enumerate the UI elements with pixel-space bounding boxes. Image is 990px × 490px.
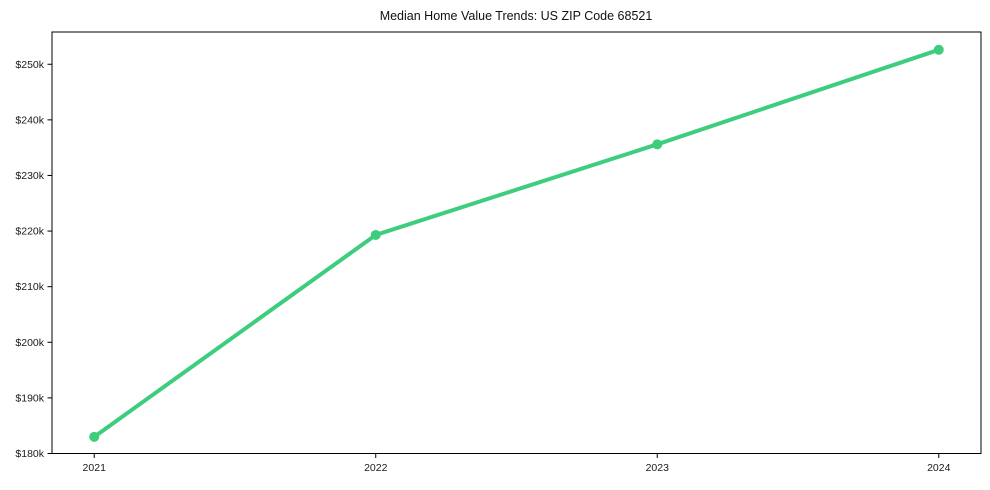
- data-point-2023: [652, 139, 663, 150]
- y-tick-label: $190k: [15, 392, 44, 404]
- x-tick-label: 2022: [364, 462, 388, 474]
- y-tick-label: $210k: [15, 281, 44, 293]
- y-tick-label: $220k: [15, 226, 44, 238]
- y-tick-label: $230k: [15, 170, 44, 182]
- plot-border: [51, 31, 982, 454]
- y-tick-label: $250k: [15, 59, 44, 71]
- trend-line: [92, 47, 941, 439]
- x-tick-label: 2021: [83, 462, 107, 474]
- x-tick-label: 2024: [927, 462, 951, 474]
- y-tick-label: $200k: [15, 337, 44, 349]
- data-point-2022: [370, 229, 381, 240]
- y-tick-label: $180k: [15, 448, 44, 460]
- data-point-2021: [89, 431, 100, 442]
- chart-title: Median Home Value Trends: US ZIP Code 68…: [379, 9, 653, 23]
- data-point-2024: [933, 44, 944, 55]
- x-tick-label: 2023: [646, 462, 670, 474]
- y-tick-label: $240k: [15, 114, 44, 126]
